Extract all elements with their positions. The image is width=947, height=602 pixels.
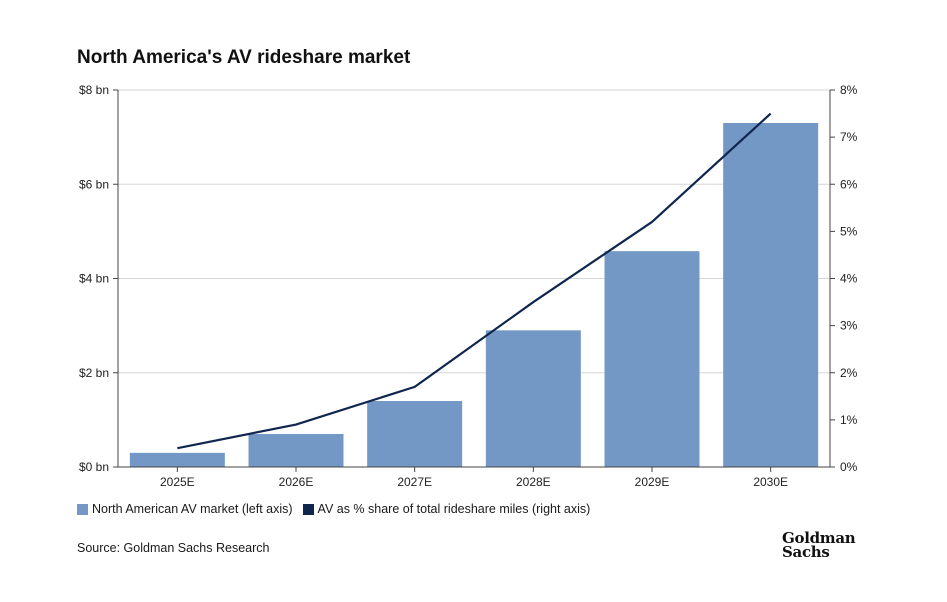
legend-item-bar: North American AV market (left axis) — [77, 502, 293, 516]
x-axis-tick-label: 2029E — [635, 475, 670, 489]
bar — [604, 251, 700, 467]
bar — [129, 452, 225, 467]
legend-item-line: AV as % share of total rideshare miles (… — [302, 502, 591, 516]
logo-line-1: Goldman — [782, 529, 856, 547]
left-axis-tick-label: $4 bn — [79, 272, 109, 286]
x-axis-tick-label: 2026E — [279, 475, 314, 489]
goldman-sachs-logo: Goldman Sachs — [782, 529, 856, 561]
legend-label-bar: North American AV market (left axis) — [92, 502, 293, 516]
logo-line-2: Sachs — [782, 543, 830, 561]
line-series — [177, 112, 772, 450]
right-axis-tick-label: 5% — [840, 224, 858, 238]
right-axis-tick-label: 2% — [840, 366, 858, 380]
legend-swatch-bar — [77, 503, 88, 515]
right-axis-tick-label: 4% — [840, 272, 858, 286]
chart-legend: North American AV market (left axis) AV … — [77, 502, 600, 516]
legend-swatch-line — [302, 503, 314, 515]
chart-title: North America's AV rideshare market — [77, 47, 411, 68]
bar — [248, 434, 344, 467]
x-axis-tick-label: 2025E — [160, 475, 195, 489]
right-axis-tick-label: 6% — [840, 177, 858, 191]
bar — [723, 122, 819, 468]
bar — [367, 401, 463, 467]
bar — [485, 330, 581, 467]
right-axis-tick-label: 0% — [840, 460, 858, 474]
left-axis-tick-label: $8 bn — [79, 83, 109, 97]
left-axis-tick-label: $0 bn — [79, 460, 109, 474]
x-axis-tick-label: 2030E — [753, 475, 788, 489]
left-axis-tick-label: $2 bn — [79, 366, 109, 380]
right-axis-tick-label: 7% — [840, 130, 858, 144]
left-axis-tick-label: $6 bn — [79, 177, 109, 191]
x-axis-tick-label: 2027E — [397, 475, 432, 489]
x-axis-tick-label: 2028E — [516, 475, 551, 489]
source-note: Source: Goldman Sachs Research — [77, 541, 270, 555]
right-axis-tick-label: 3% — [840, 319, 858, 333]
legend-label-line: AV as % share of total rideshare miles (… — [317, 502, 591, 516]
right-axis-tick-label: 8% — [840, 83, 858, 97]
right-axis-tick-label: 1% — [840, 413, 858, 427]
